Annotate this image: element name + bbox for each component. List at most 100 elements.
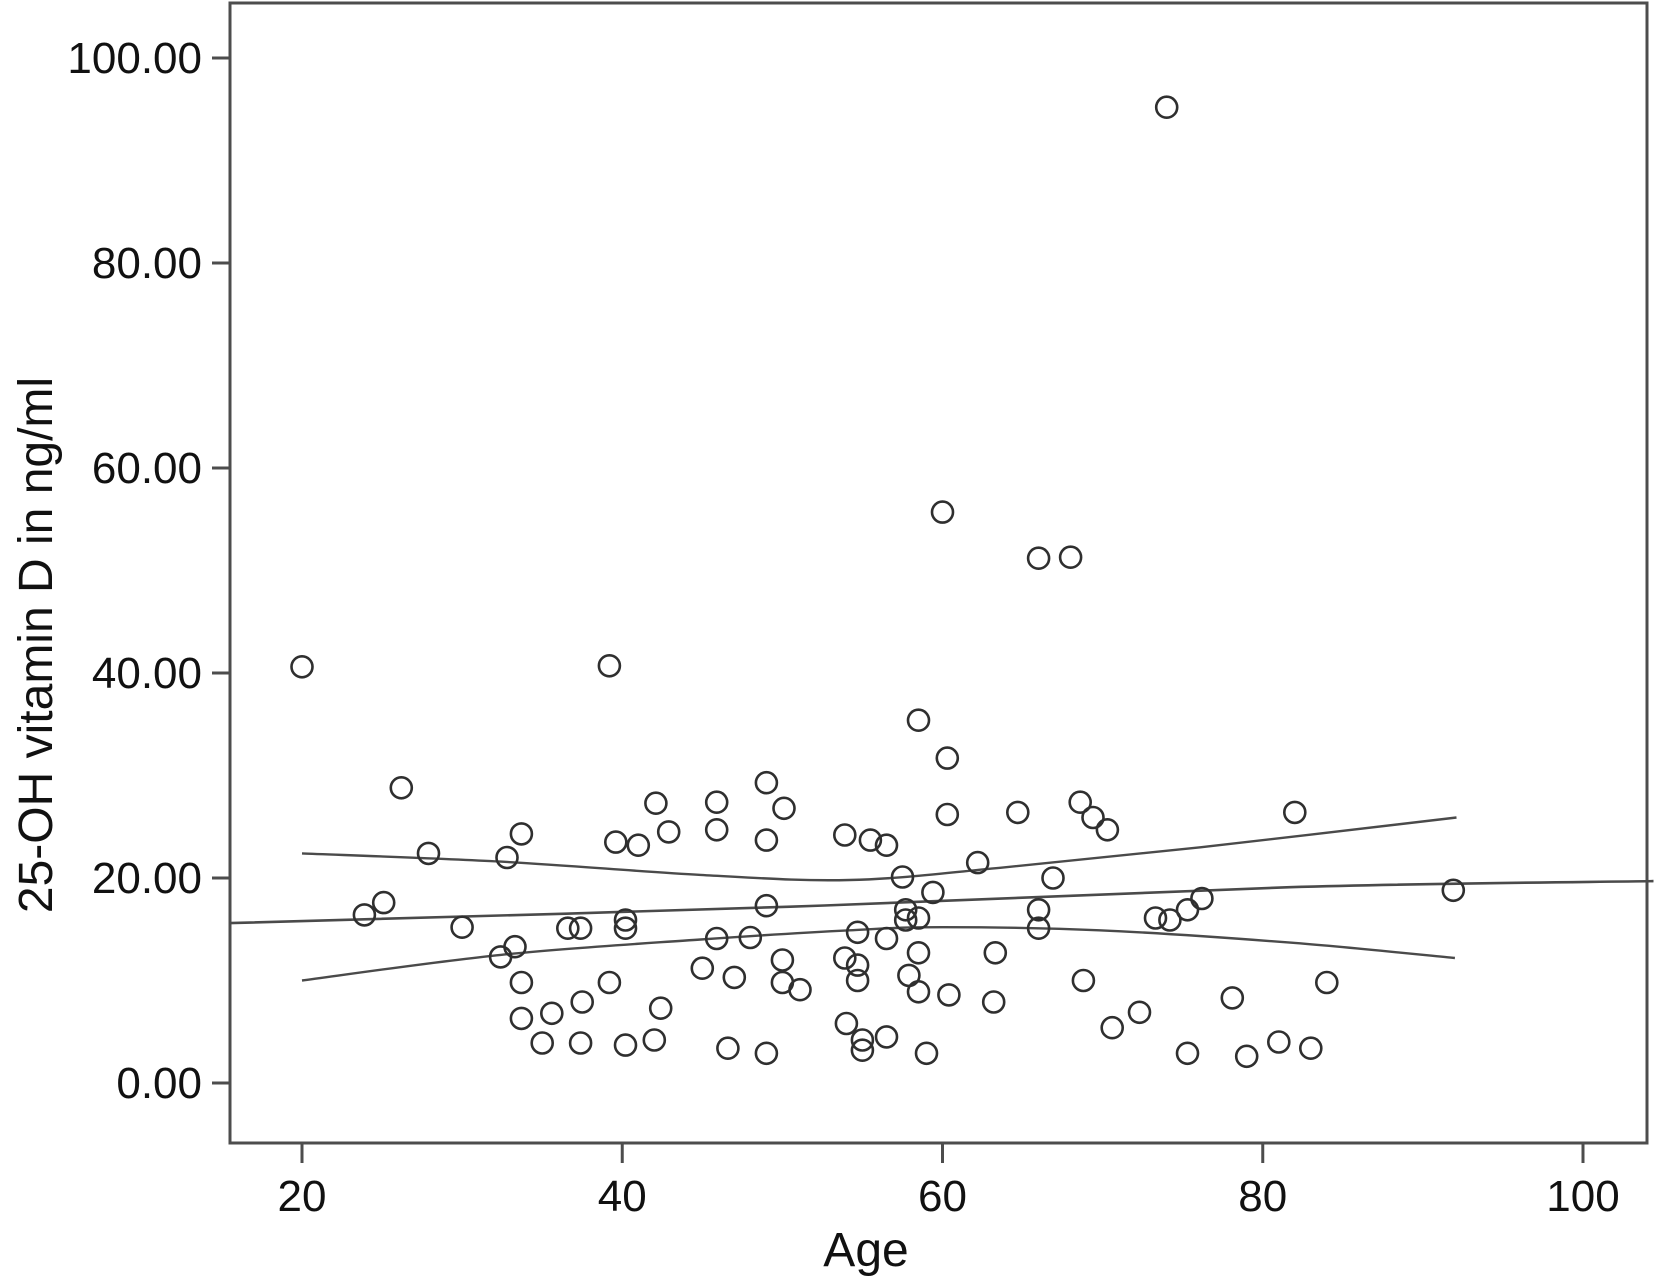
- data-points: [290, 95, 1466, 1069]
- data-point: [539, 1001, 564, 1026]
- data-point: [503, 934, 527, 959]
- data-point: [754, 893, 779, 918]
- data-point: [1234, 1044, 1259, 1069]
- data-point: [613, 916, 638, 941]
- x-axis-title: Age: [823, 1224, 908, 1277]
- data-point: [704, 817, 729, 842]
- data-point: [648, 996, 673, 1021]
- data-point: [722, 965, 747, 990]
- data-point: [1041, 866, 1065, 890]
- data-point: [937, 983, 961, 1007]
- data-point: [1158, 908, 1182, 932]
- y-axis-title: 25-OH vitamin D in ng/ml: [10, 377, 63, 913]
- data-point: [874, 926, 899, 951]
- x-tick-label: 60: [918, 1172, 967, 1221]
- data-point: [1175, 1041, 1200, 1066]
- data-point: [1315, 970, 1339, 995]
- data-point: [845, 920, 870, 945]
- data-point: [642, 1028, 667, 1052]
- data-point: [509, 1006, 534, 1031]
- data-point: [1299, 1036, 1323, 1060]
- data-point: [416, 841, 441, 866]
- y-tick-label: 60.00: [92, 444, 202, 493]
- data-point: [906, 940, 931, 965]
- data-point: [850, 1028, 875, 1052]
- data-point: [1005, 800, 1030, 825]
- data-point: [613, 1033, 638, 1057]
- data-point: [1267, 1030, 1291, 1054]
- plot-area-frame: [228, 1, 1649, 1145]
- data-point: [509, 970, 534, 995]
- data-point: [509, 822, 534, 846]
- data-point: [754, 1041, 779, 1066]
- data-point: [845, 968, 870, 993]
- data-point: [450, 915, 474, 940]
- data-point: [568, 1031, 593, 1055]
- data-point: [290, 654, 314, 679]
- y-axis-ticks: 0.00 20.00 40.00 60.00 80.00 100.00: [67, 34, 230, 1108]
- data-point: [845, 953, 870, 977]
- upper-ci-line: [301, 816, 1457, 882]
- data-point: [935, 746, 960, 770]
- data-point: [555, 916, 580, 941]
- data-point: [1220, 986, 1245, 1010]
- y-tick-label: 100.00: [67, 34, 202, 83]
- data-point: [704, 926, 729, 951]
- data-point: [1026, 897, 1051, 922]
- data-point: [1100, 1015, 1124, 1040]
- y-tick-label: 20.00: [92, 854, 202, 903]
- data-point: [568, 916, 593, 941]
- data-point: [834, 1011, 859, 1036]
- data-point: [597, 653, 622, 678]
- data-point: [906, 708, 931, 733]
- data-point: [983, 940, 1008, 965]
- data-point: [772, 796, 796, 821]
- data-point: [1143, 906, 1168, 930]
- data-point: [1283, 800, 1307, 825]
- data-point: [603, 830, 628, 854]
- data-point: [613, 908, 638, 932]
- data-point: [389, 775, 414, 800]
- data-point: [1068, 790, 1092, 815]
- data-point: [754, 828, 779, 852]
- data-point: [597, 970, 622, 995]
- y-tick-label: 0.00: [116, 1059, 202, 1108]
- data-point: [850, 1038, 875, 1062]
- data-point: [965, 850, 990, 875]
- data-point: [914, 1041, 939, 1066]
- data-point: [352, 903, 377, 927]
- data-point: [626, 833, 651, 858]
- data-point: [1081, 805, 1105, 830]
- data-point: [644, 791, 668, 816]
- data-point: [1441, 878, 1466, 903]
- data-point: [570, 990, 595, 1014]
- data-point: [906, 979, 931, 1004]
- y-tick-label: 40.00: [92, 649, 202, 698]
- x-tick-label: 20: [278, 1172, 327, 1221]
- data-point: [371, 890, 396, 915]
- data-point: [893, 908, 918, 932]
- data-point: [1175, 897, 1200, 922]
- data-point: [690, 956, 715, 981]
- data-point: [788, 977, 812, 1002]
- data-point: [1026, 916, 1051, 941]
- data-point: [874, 1025, 899, 1049]
- data-point: [890, 865, 915, 889]
- data-point: [930, 500, 955, 524]
- data-point: [1071, 968, 1096, 993]
- data-point: [1154, 95, 1179, 119]
- data-point: [1127, 1000, 1152, 1025]
- data-point: [716, 1036, 740, 1060]
- data-point: [906, 906, 931, 930]
- data-point: [704, 790, 729, 815]
- data-point: [656, 820, 681, 844]
- data-point: [935, 802, 960, 827]
- data-point: [495, 845, 519, 870]
- data-point: [832, 823, 857, 847]
- data-point: [770, 948, 795, 972]
- x-tick-label: 40: [598, 1172, 647, 1221]
- data-point: [530, 1031, 555, 1055]
- x-tick-label: 100: [1546, 1172, 1619, 1221]
